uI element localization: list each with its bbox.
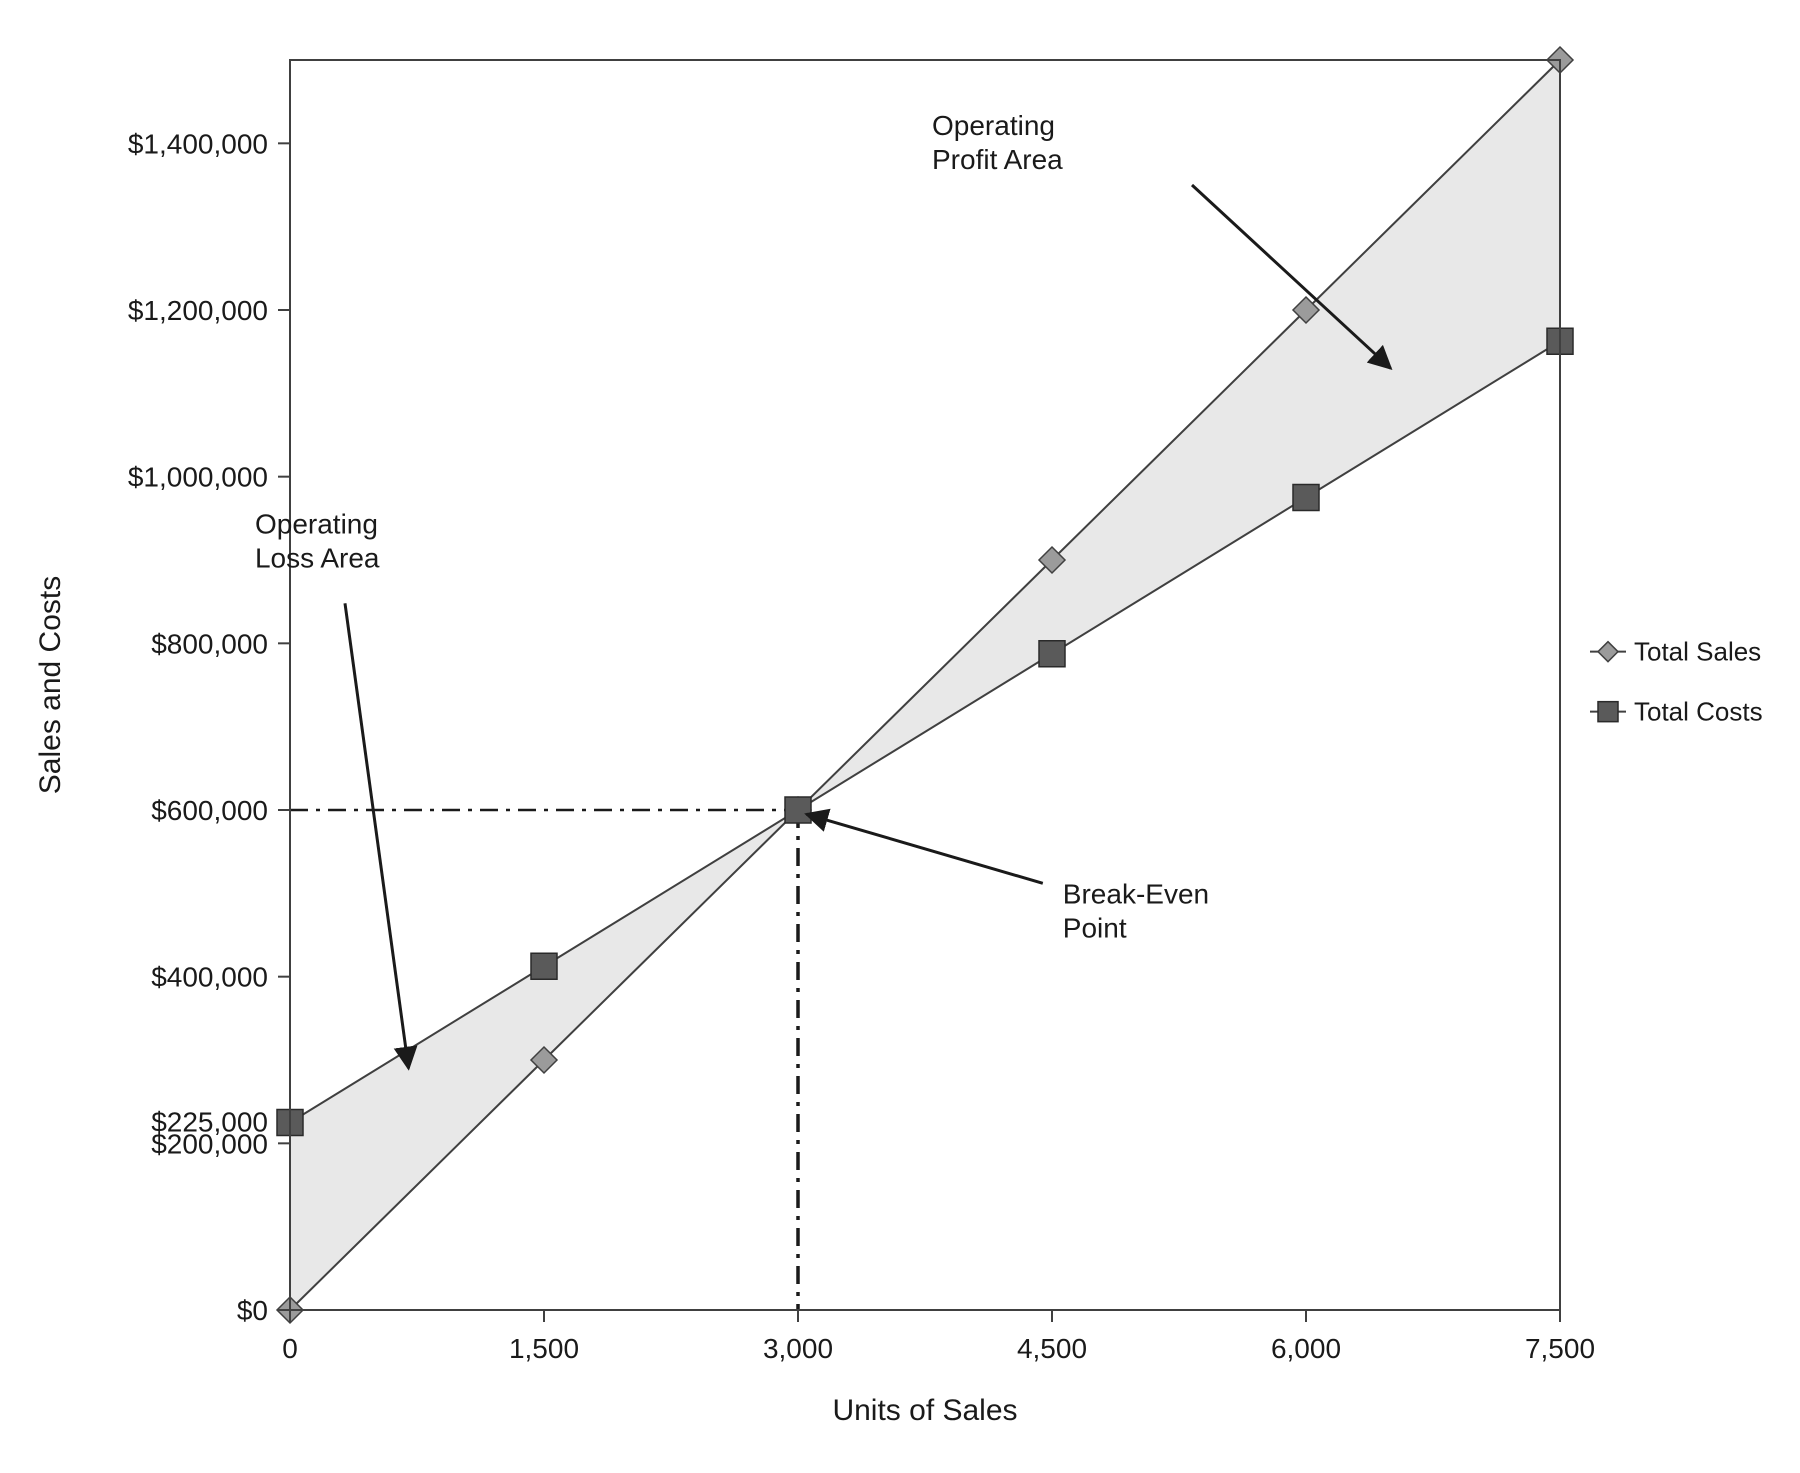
break-even-chart: 01,5003,0004,5006,0007,500$0$200,000$400… <box>0 0 1800 1473</box>
x-tick-label: 7,500 <box>1525 1333 1595 1364</box>
x-tick-label: 4,500 <box>1017 1333 1087 1364</box>
y-tick-label: $800,000 <box>151 628 268 659</box>
chart-svg: 01,5003,0004,5006,0007,500$0$200,000$400… <box>0 0 1800 1473</box>
legend-total-costs: Total Costs <box>1634 697 1763 727</box>
x-tick-label: 3,000 <box>763 1333 833 1364</box>
y-tick-label: $600,000 <box>151 795 268 826</box>
x-axis-label: Units of Sales <box>832 1394 1017 1427</box>
y-axis-label: Sales and Costs <box>34 576 67 794</box>
y-tick-label: $400,000 <box>151 962 268 993</box>
legend-total-sales: Total Sales <box>1634 637 1761 667</box>
y-tick-label: $1,000,000 <box>128 462 268 493</box>
x-tick-label: 0 <box>282 1333 298 1364</box>
y-tick-label: $1,400,000 <box>128 128 268 159</box>
y-tick-label: $1,200,000 <box>128 295 268 326</box>
x-tick-label: 6,000 <box>1271 1333 1341 1364</box>
y-tick-label: $0 <box>237 1295 268 1326</box>
x-tick-label: 1,500 <box>509 1333 579 1364</box>
fixed-cost-label: $225,000 <box>151 1107 268 1138</box>
